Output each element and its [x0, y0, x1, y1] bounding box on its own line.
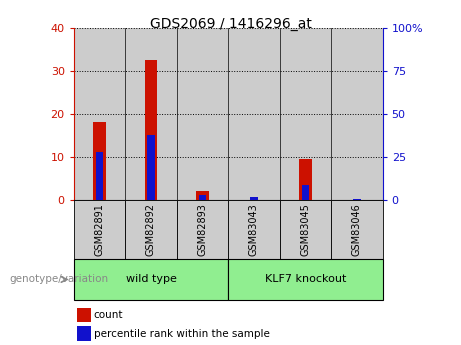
Bar — [74, 28, 125, 200]
Text: GSM82891: GSM82891 — [95, 203, 105, 256]
Bar — [74, 200, 125, 259]
Bar — [299, 159, 312, 200]
Bar — [77, 326, 91, 341]
Text: GSM82892: GSM82892 — [146, 203, 156, 256]
Bar — [196, 191, 209, 200]
Text: count: count — [94, 310, 124, 320]
Text: GSM83043: GSM83043 — [249, 203, 259, 256]
Bar — [74, 259, 228, 300]
Bar — [280, 200, 331, 259]
Bar — [177, 28, 228, 200]
Bar — [177, 200, 228, 259]
Bar — [228, 28, 280, 200]
Bar — [125, 28, 177, 200]
Bar — [228, 259, 383, 300]
Text: GSM82893: GSM82893 — [197, 203, 207, 256]
Bar — [228, 200, 280, 259]
Bar — [199, 195, 207, 200]
Bar — [280, 28, 331, 200]
Text: wild type: wild type — [125, 275, 177, 284]
Bar — [301, 185, 309, 200]
Bar — [331, 200, 383, 259]
Bar — [145, 60, 157, 200]
Bar — [147, 136, 155, 200]
Text: genotype/variation: genotype/variation — [9, 275, 108, 284]
Bar — [95, 152, 103, 200]
Bar — [125, 200, 177, 259]
Bar — [331, 28, 383, 200]
Bar — [353, 199, 361, 200]
Text: KLF7 knockout: KLF7 knockout — [265, 275, 346, 284]
Bar — [93, 122, 106, 200]
Bar — [77, 308, 91, 322]
Bar — [250, 197, 258, 200]
Text: GSM83046: GSM83046 — [352, 203, 362, 256]
Text: GSM83045: GSM83045 — [301, 203, 310, 256]
Text: GDS2069 / 1416296_at: GDS2069 / 1416296_at — [149, 17, 312, 31]
Text: percentile rank within the sample: percentile rank within the sample — [94, 329, 270, 339]
